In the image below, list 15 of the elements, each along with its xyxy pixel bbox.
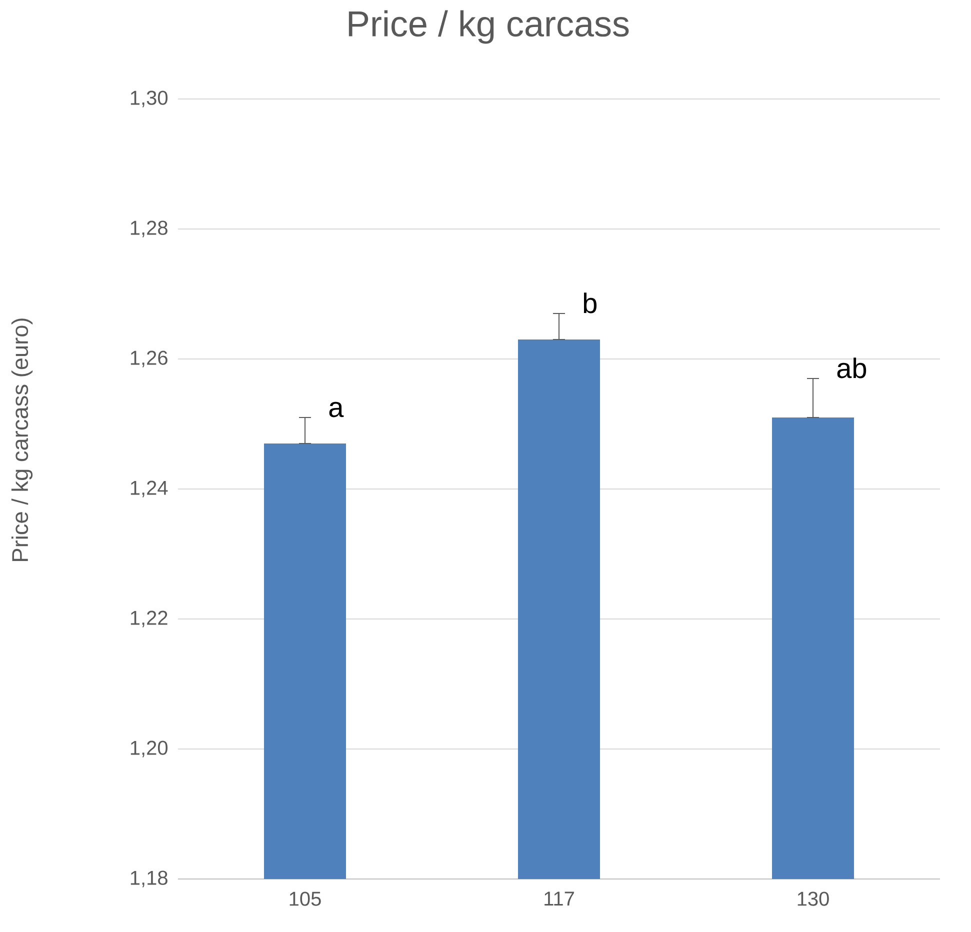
y-tick-label: 1,26	[130, 350, 168, 368]
y-tick-label: 1,24	[130, 480, 168, 498]
y-tick-label: 1,18	[130, 870, 168, 888]
x-tick-label: 117	[544, 892, 574, 906]
x-tick-label: 130	[798, 892, 829, 906]
y-tick-label: 1,28	[130, 220, 168, 238]
x-tick-label: 105	[290, 892, 321, 906]
annotation: b	[584, 292, 597, 314]
y-tick-label: 1,20	[130, 740, 168, 758]
y-axis-title: Price / kg carcass (euro)	[11, 318, 33, 561]
y-tick-label: 1,22	[130, 610, 168, 628]
annotation: ab	[837, 358, 866, 378]
y-tick-label: 1,30	[130, 90, 168, 108]
chart-title: Price / kg carcass	[348, 10, 629, 44]
annotation: a	[329, 402, 344, 418]
